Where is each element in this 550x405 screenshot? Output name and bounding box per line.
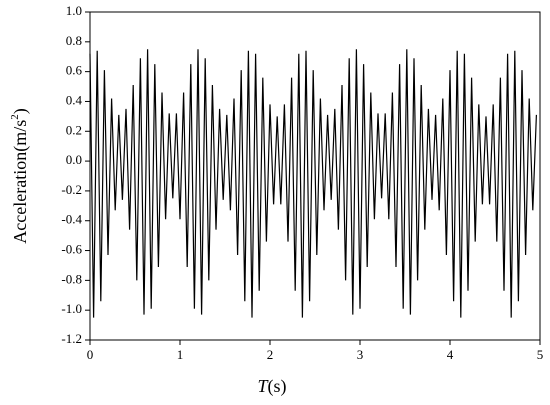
x-axis-title: T(s) bbox=[257, 376, 286, 397]
y-tick-label: 0.2 bbox=[66, 122, 82, 137]
signal-line bbox=[89, 49, 537, 318]
y-axis-title-main: Acceleration(m/s bbox=[10, 120, 31, 244]
x-tick-label: 5 bbox=[537, 347, 544, 362]
y-tick-label: 0.0 bbox=[66, 152, 82, 167]
y-axis-title-end: ) bbox=[10, 108, 31, 114]
y-tick-label: 0.8 bbox=[66, 33, 82, 48]
y-tick-label: -0.2 bbox=[61, 182, 82, 197]
y-tick-label: -0.6 bbox=[61, 242, 82, 257]
x-tick-label: 1 bbox=[177, 347, 184, 362]
x-tick-label: 2 bbox=[267, 347, 274, 362]
y-tick-label: -1.0 bbox=[61, 301, 82, 316]
y-tick-label: -0.4 bbox=[61, 212, 82, 227]
y-axis-title: Acceleration(m/s2) bbox=[9, 108, 32, 243]
y-tick-label: -1.2 bbox=[61, 331, 82, 346]
y-tick-label: -0.8 bbox=[61, 271, 82, 286]
x-axis-title-rest: (s) bbox=[268, 376, 287, 397]
y-tick-label: 0.6 bbox=[66, 63, 83, 78]
x-tick-label: 3 bbox=[357, 347, 364, 362]
y-tick-label: 0.4 bbox=[66, 92, 83, 107]
x-tick-label: 4 bbox=[447, 347, 454, 362]
x-axis-title-italic: T bbox=[257, 376, 269, 396]
x-tick-label: 0 bbox=[87, 347, 94, 362]
y-tick-label: 1.0 bbox=[66, 3, 82, 18]
y-axis-title-sup: 2 bbox=[9, 114, 21, 120]
plot-frame bbox=[89, 11, 541, 341]
